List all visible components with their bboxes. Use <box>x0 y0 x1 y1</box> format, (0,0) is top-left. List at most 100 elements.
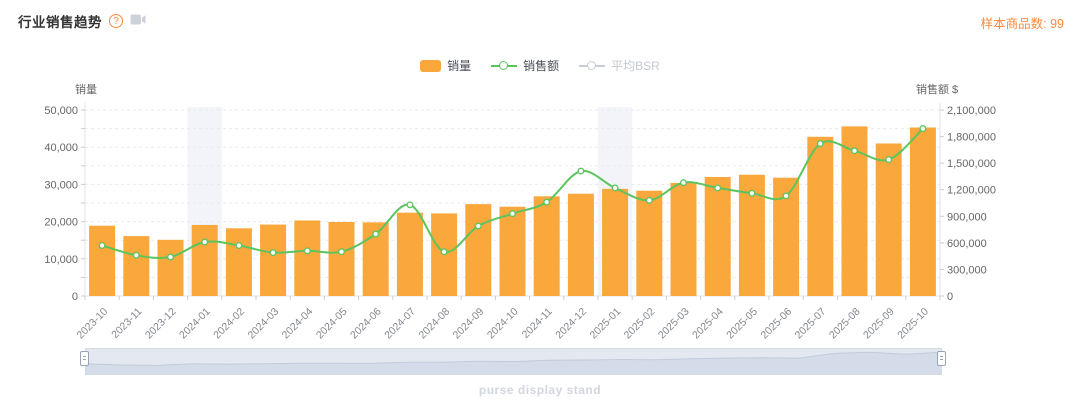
x-axis-label: 2023-12 <box>143 306 179 342</box>
line-point-2024-02 <box>235 242 243 249</box>
legend-item-sales-amount[interactable]: 销售额 <box>491 57 559 74</box>
bar-2024-04[interactable] <box>294 220 321 296</box>
right-axis-label: 300,000 <box>947 264 987 276</box>
bar-2024-12[interactable] <box>567 193 594 296</box>
x-axis-label: 2025-03 <box>656 306 692 342</box>
x-axis-label: 2024-06 <box>348 306 384 342</box>
x-axis-label: 2025-06 <box>758 306 794 342</box>
x-axis-label: 2024-12 <box>553 306 589 342</box>
line-point-2025-02 <box>645 196 653 204</box>
bar-2023-11[interactable] <box>123 236 150 296</box>
x-axis-label: 2025-08 <box>827 306 863 342</box>
line-point-2025-04 <box>714 184 722 192</box>
x-axis-label: 2024-09 <box>451 306 487 342</box>
right-axis-label: 900,000 <box>947 211 987 223</box>
x-axis-label: 2025-10 <box>895 306 931 342</box>
line-point-2025-01 <box>611 184 619 192</box>
bar-2024-02[interactable] <box>225 228 252 296</box>
right-axis-label: 600,000 <box>947 238 987 250</box>
legend-label: 销售额 <box>523 59 560 73</box>
line-point-2025-06 <box>782 192 790 200</box>
datazoom-slider[interactable] <box>85 348 942 375</box>
left-axis-title: 销量 <box>75 82 97 96</box>
line-point-2025-09 <box>885 156 893 164</box>
x-axis-label: 2024-05 <box>314 306 350 342</box>
line-point-2024-12 <box>577 167 585 175</box>
bar-2024-10[interactable] <box>499 206 526 296</box>
line-point-2024-07 <box>406 201 414 209</box>
datazoom-left-handle[interactable] <box>80 351 89 366</box>
left-axis-label: 0 <box>72 291 78 303</box>
line-point-2024-08 <box>440 248 448 256</box>
data-shadow-line <box>86 351 941 366</box>
line-swatch-icon <box>579 60 606 72</box>
right-axis-label: 1,500,000 <box>947 158 996 170</box>
bar-swatch-icon <box>420 59 442 72</box>
bar-2025-04[interactable] <box>704 176 731 296</box>
x-axis-label: 2025-07 <box>793 306 829 342</box>
bar-2024-01[interactable] <box>191 224 218 296</box>
bar-2024-07[interactable] <box>396 212 423 296</box>
left-axis-label: 50,000 <box>44 105 78 117</box>
line-point-2024-09 <box>474 222 482 230</box>
x-axis-label: 2023-10 <box>74 306 110 342</box>
line-point-2024-06 <box>372 230 380 238</box>
right-axis-label: 2,100,000 <box>947 105 996 117</box>
x-axis-label: 2024-04 <box>280 306 316 342</box>
line-point-2023-11 <box>132 251 140 259</box>
line-point-2025-07 <box>816 140 824 148</box>
x-axis-label: 2025-09 <box>861 306 897 342</box>
line-point-2024-01 <box>201 238 209 246</box>
sample-count: 样本商品数: 99 <box>981 13 1064 32</box>
bar-2025-09[interactable] <box>875 143 902 296</box>
bar-2024-09[interactable] <box>465 204 492 296</box>
x-axis-label: 2025-04 <box>690 306 726 342</box>
bar-2025-01[interactable] <box>602 188 629 296</box>
legend-item-average-bsr[interactable]: 平均BSR <box>579 57 660 74</box>
line-point-2024-10 <box>509 210 516 218</box>
panel-header: 行业销售趋势 ? <box>18 11 146 31</box>
left-axis-label: 30,000 <box>44 179 78 191</box>
data-shadow-area <box>86 352 941 374</box>
right-axis-title: 销售额 $ <box>916 82 958 96</box>
x-axis-label: 2025-05 <box>724 306 760 342</box>
line-point-2025-10 <box>919 125 927 133</box>
chart-legend: 销量 销售额 平均BSR <box>0 57 1080 74</box>
right-axis-label: 1,200,000 <box>947 185 996 197</box>
line-point-2023-12 <box>167 253 174 261</box>
legend-label: 销量 <box>447 59 472 73</box>
x-axis-label: 2024-02 <box>211 306 247 342</box>
video-tutorial-icon[interactable] <box>130 12 146 30</box>
bar-2024-11[interactable] <box>533 196 560 296</box>
bar-2024-05[interactable] <box>328 221 355 296</box>
bar-2024-03[interactable] <box>260 224 287 296</box>
page-title: 行业销售趋势 <box>18 15 102 30</box>
bar-2025-10[interactable] <box>909 127 936 296</box>
datazoom-data-shadow <box>86 351 941 374</box>
legend-item-sales-volume[interactable]: 销量 <box>420 57 471 74</box>
x-axis-label: 2024-10 <box>485 306 521 342</box>
sample-count-label: 样本商品数: <box>980 17 1047 31</box>
x-axis-label: 2024-08 <box>416 306 452 342</box>
line-point-2024-04 <box>303 247 311 255</box>
right-axis-label: 1,800,000 <box>947 132 996 144</box>
bar-2023-12[interactable] <box>157 239 184 296</box>
x-axis-label: 2024-11 <box>520 306 555 341</box>
bar-2025-03[interactable] <box>670 182 697 296</box>
line-point-2025-08 <box>851 147 858 155</box>
help-question-icon[interactable]: ? <box>109 14 123 28</box>
x-axis-label: 2025-02 <box>622 306 658 342</box>
line-point-2024-05 <box>338 248 345 256</box>
bar-2025-02[interactable] <box>636 190 663 296</box>
line-point-2025-05 <box>748 189 756 197</box>
x-axis-label: 2024-01 <box>177 306 213 342</box>
x-axis-label: 2024-07 <box>382 306 418 342</box>
sample-count-value: 99 <box>1050 17 1064 31</box>
bar-2023-10[interactable] <box>89 225 116 296</box>
left-axis-label: 20,000 <box>44 217 78 229</box>
datazoom-right-handle[interactable] <box>937 351 946 366</box>
bar-2025-07[interactable] <box>807 136 834 296</box>
x-axis-label: 2024-03 <box>245 306 281 342</box>
